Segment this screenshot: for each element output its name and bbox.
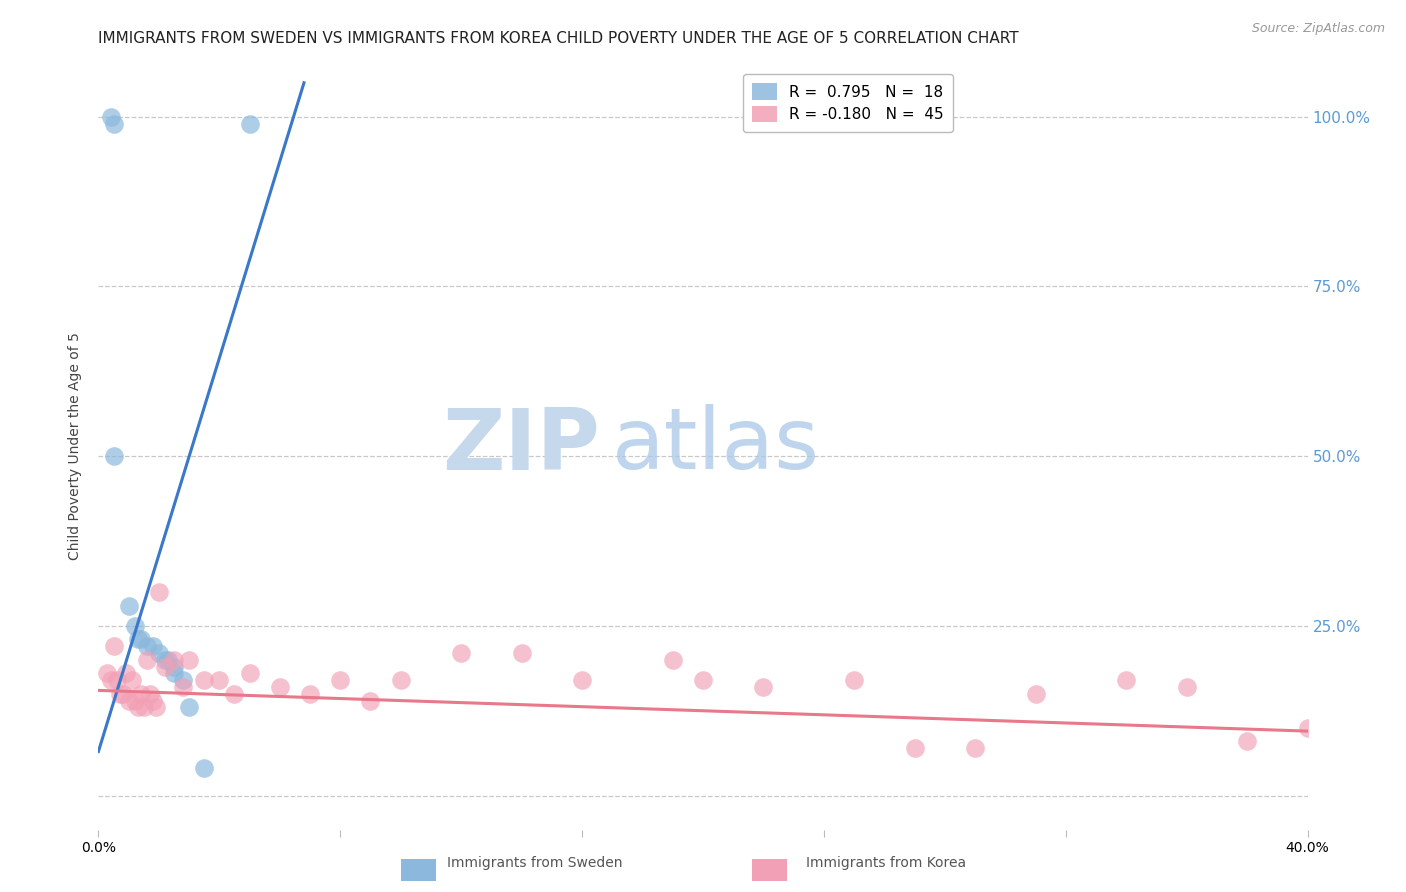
Point xyxy=(360,693,382,707)
Text: atlas: atlas xyxy=(613,404,820,488)
Point xyxy=(571,673,593,688)
Point xyxy=(1175,680,1198,694)
Point xyxy=(163,666,186,681)
Point xyxy=(1024,687,1046,701)
Point xyxy=(153,653,176,667)
Point xyxy=(111,687,134,701)
Text: Immigrants from Korea: Immigrants from Korea xyxy=(806,855,966,870)
Point xyxy=(1296,721,1319,735)
Point xyxy=(692,673,714,688)
Point xyxy=(135,653,157,667)
Point xyxy=(145,700,167,714)
Point xyxy=(153,659,176,673)
Point xyxy=(661,653,683,667)
Point xyxy=(179,700,201,714)
Point xyxy=(132,700,155,714)
Point xyxy=(108,687,131,701)
Point xyxy=(904,741,927,756)
Point xyxy=(148,585,170,599)
Point xyxy=(208,673,231,688)
Point xyxy=(156,653,179,667)
Point xyxy=(172,680,194,694)
Point xyxy=(127,700,149,714)
Point xyxy=(129,687,152,701)
Point xyxy=(329,673,352,688)
Point xyxy=(135,640,157,654)
Point xyxy=(96,666,118,681)
Point xyxy=(118,693,141,707)
Text: Source: ZipAtlas.com: Source: ZipAtlas.com xyxy=(1251,22,1385,36)
Point xyxy=(127,632,149,647)
Point xyxy=(105,673,128,688)
Point xyxy=(299,687,322,701)
Text: ZIP: ZIP xyxy=(443,404,600,488)
Legend: R =  0.795   N =  18, R = -0.180   N =  45: R = 0.795 N = 18, R = -0.180 N = 45 xyxy=(744,74,953,132)
Point xyxy=(114,666,136,681)
Point xyxy=(121,673,143,688)
Point xyxy=(163,659,186,673)
Point xyxy=(193,673,215,688)
Y-axis label: Child Poverty Under the Age of 5: Child Poverty Under the Age of 5 xyxy=(69,332,83,560)
Text: Immigrants from Sweden: Immigrants from Sweden xyxy=(447,855,621,870)
Point xyxy=(129,632,152,647)
Point xyxy=(239,116,262,130)
Point xyxy=(124,619,146,633)
Point xyxy=(450,646,472,660)
Point xyxy=(269,680,291,694)
Point xyxy=(172,673,194,688)
Point xyxy=(142,693,165,707)
Point xyxy=(193,762,215,776)
Point xyxy=(1115,673,1137,688)
Point xyxy=(510,646,533,660)
Point xyxy=(142,640,165,654)
Point xyxy=(103,449,125,463)
Point xyxy=(100,110,122,124)
Point xyxy=(224,687,246,701)
Point xyxy=(148,646,170,660)
Text: IMMIGRANTS FROM SWEDEN VS IMMIGRANTS FROM KOREA CHILD POVERTY UNDER THE AGE OF 5: IMMIGRANTS FROM SWEDEN VS IMMIGRANTS FRO… xyxy=(98,31,1019,46)
Point xyxy=(844,673,866,688)
Point xyxy=(100,673,122,688)
Point xyxy=(179,653,201,667)
Point xyxy=(965,741,987,756)
Point xyxy=(103,640,125,654)
Point xyxy=(139,687,162,701)
Point xyxy=(163,653,186,667)
Point xyxy=(239,666,262,681)
Point xyxy=(103,116,125,130)
Point xyxy=(1236,734,1258,748)
Point xyxy=(389,673,412,688)
Point xyxy=(124,693,146,707)
Point xyxy=(118,599,141,613)
Point xyxy=(752,680,775,694)
